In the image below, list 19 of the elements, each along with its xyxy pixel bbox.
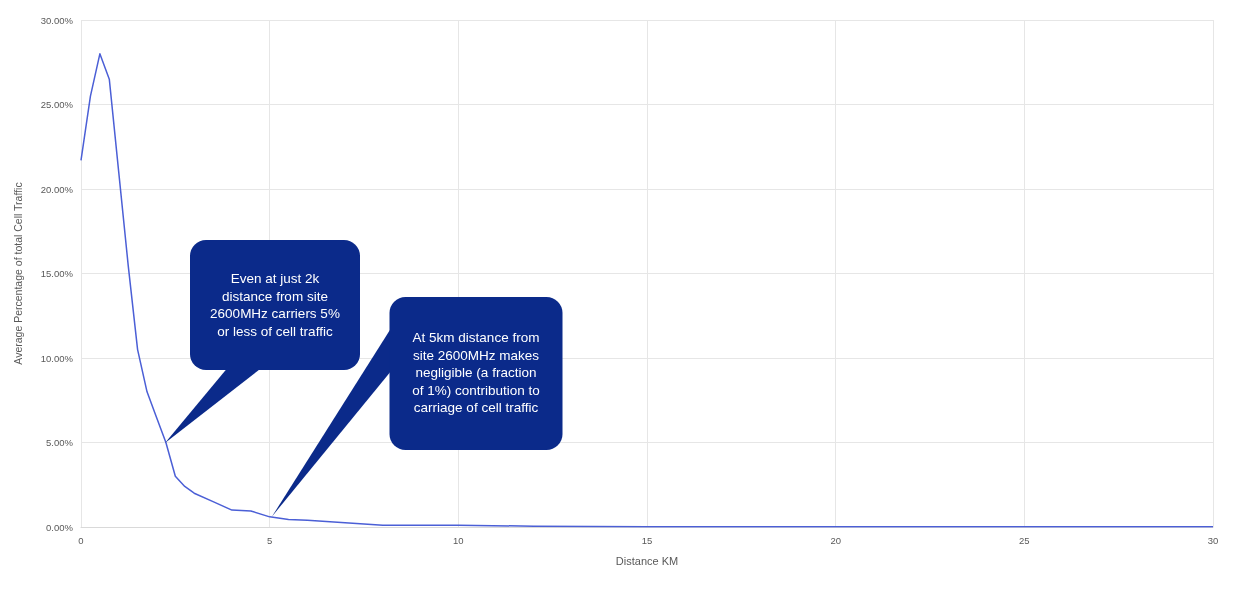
y-tick-label: 15.00% [40,268,74,279]
y-tick-label: 20.00% [40,183,74,195]
x-tick-label: 25 [1019,534,1030,546]
y-tick-label: 5.00% [46,437,74,448]
x-tick-label: 30 [1207,534,1219,546]
y-tick-label: 0.00% [46,521,74,533]
annotation: At 5km distance from site 2600MHz makes negligible (a fraction of 1%) contribution to carriage of cell traffic [389,296,563,450]
y-axis-title: Average Percentage of total Cell Traffic [11,182,24,365]
x-tick-label: 15 [641,534,653,546]
x-axis-title: Distance KM [615,554,679,567]
annotation: Even at just 2k distance from site 2600MHz carriers 5% or less of cell traffic [190,240,360,370]
line-series [80,53,1214,528]
y-tick-label: 30.00% [40,14,74,26]
y-tick-label: 10.00% [40,352,74,364]
x-tick-label: 0 [78,534,84,546]
x-tick-label: 10 [453,534,464,546]
x-tick-label: 20 [830,534,841,546]
y-tick-label: 25.00% [40,99,74,110]
x-tick-label: 5 [267,534,273,546]
